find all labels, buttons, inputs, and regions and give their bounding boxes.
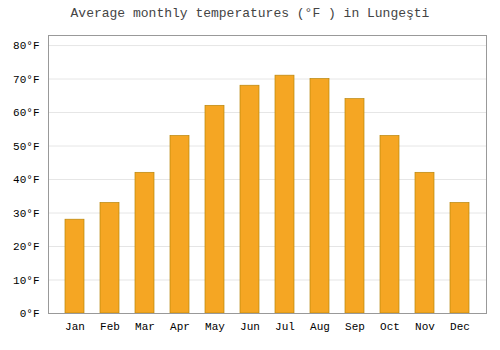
- svg-text:50°F: 50°F: [13, 141, 39, 153]
- svg-text:20°F: 20°F: [13, 241, 39, 253]
- svg-text:40°F: 40°F: [13, 174, 39, 186]
- svg-text:Aug: Aug: [310, 321, 330, 333]
- svg-text:10°F: 10°F: [13, 275, 39, 287]
- svg-text:Oct: Oct: [380, 321, 400, 333]
- svg-text:Mar: Mar: [135, 321, 155, 333]
- svg-text:80°F: 80°F: [13, 40, 39, 52]
- html-text:Average monthly temperatures (: Average monthly temperatures (°F ) in Lu…: [70, 6, 430, 21]
- svg-text:Jul: Jul: [275, 321, 295, 333]
- svg-text:May: May: [205, 321, 225, 333]
- svg-text:Apr: Apr: [170, 321, 190, 333]
- svg-text:60°F: 60°F: [13, 107, 39, 119]
- svg-text:Jan: Jan: [65, 321, 85, 333]
- svg-text:30°F: 30°F: [13, 208, 39, 220]
- svg-text:Nov: Nov: [415, 321, 435, 333]
- svg-text:70°F: 70°F: [13, 74, 39, 86]
- svg-text:Jun: Jun: [240, 321, 260, 333]
- svg-text:Dec: Dec: [450, 321, 470, 333]
- svg-text:0°F: 0°F: [20, 308, 40, 320]
- svg-text:Sep: Sep: [345, 321, 365, 333]
- svg-text:Feb: Feb: [100, 321, 120, 333]
